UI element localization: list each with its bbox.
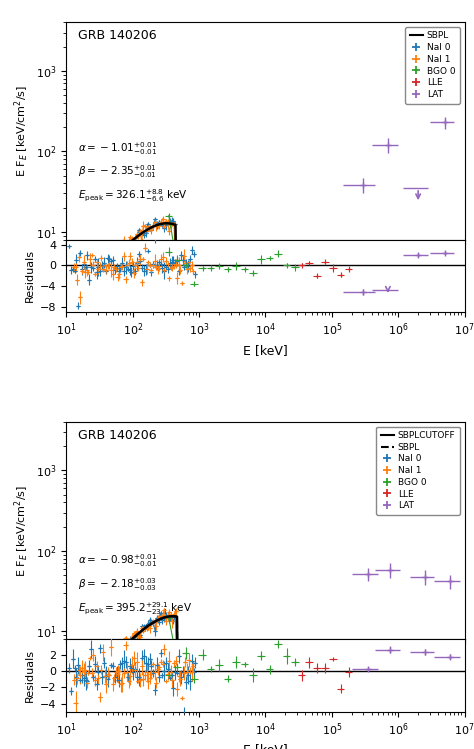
Y-axis label: Residuals: Residuals	[25, 649, 35, 702]
Text: GRB 140206: GRB 140206	[78, 29, 157, 42]
Text: $\alpha = -0.98^{+0.01}_{-0.01}$
$\beta = -2.18^{+0.03}_{-0.03}$
$E_{\rm peak} =: $\alpha = -0.98^{+0.01}_{-0.01}$ $\beta …	[78, 552, 193, 655]
Y-axis label: E F$_E$ [keV/cm$^2$/s]: E F$_E$ [keV/cm$^2$/s]	[12, 485, 30, 577]
Text: $\alpha = -1.01^{+0.01}_{-0.01}$
$\beta = -2.35^{+0.01}_{-0.01}$
$E_{\rm peak} =: $\alpha = -1.01^{+0.01}_{-0.01}$ $\beta …	[78, 140, 188, 204]
X-axis label: E [keV]: E [keV]	[243, 744, 288, 749]
X-axis label: E [keV]: E [keV]	[243, 344, 288, 357]
Legend: SBPLCUTOFF, SBPL, NaI 0, NaI 1, BGO 0, LLE, LAT: SBPLCUTOFF, SBPL, NaI 0, NaI 1, BGO 0, L…	[376, 426, 460, 515]
Legend: SBPL, NaI 0, NaI 1, BGO 0, LLE, LAT: SBPL, NaI 0, NaI 1, BGO 0, LLE, LAT	[405, 27, 460, 103]
Text: GRB 140206: GRB 140206	[78, 428, 157, 441]
Y-axis label: Residuals: Residuals	[25, 249, 35, 303]
Y-axis label: E F$_E$ [keV/cm$^2$/s]: E F$_E$ [keV/cm$^2$/s]	[12, 85, 30, 177]
